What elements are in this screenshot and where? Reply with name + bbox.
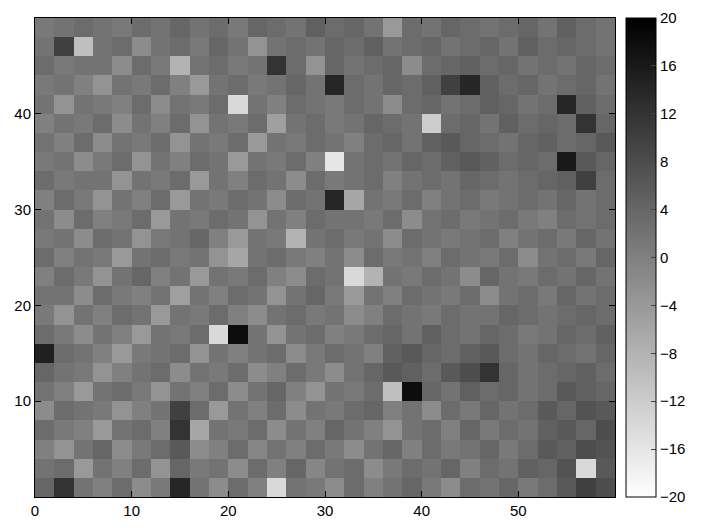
svg-text:−8: −8 <box>660 345 677 362</box>
svg-text:8: 8 <box>660 153 668 170</box>
svg-text:10: 10 <box>14 392 31 409</box>
svg-text:20: 20 <box>220 502 237 519</box>
svg-text:12: 12 <box>660 105 677 122</box>
svg-text:40: 40 <box>413 502 430 519</box>
svg-text:20: 20 <box>660 9 677 26</box>
svg-text:0: 0 <box>31 502 39 519</box>
svg-text:0: 0 <box>660 249 668 266</box>
svg-text:50: 50 <box>510 502 527 519</box>
svg-text:30: 30 <box>317 502 334 519</box>
svg-text:4: 4 <box>660 201 668 218</box>
svg-text:−20: −20 <box>660 488 685 505</box>
svg-text:20: 20 <box>14 297 31 314</box>
svg-text:30: 30 <box>14 201 31 218</box>
svg-text:40: 40 <box>14 105 31 122</box>
svg-text:16: 16 <box>660 57 677 74</box>
svg-text:−4: −4 <box>660 297 677 314</box>
svg-text:−12: −12 <box>660 392 685 409</box>
svg-text:10: 10 <box>123 502 140 519</box>
svg-text:−16: −16 <box>660 440 685 457</box>
